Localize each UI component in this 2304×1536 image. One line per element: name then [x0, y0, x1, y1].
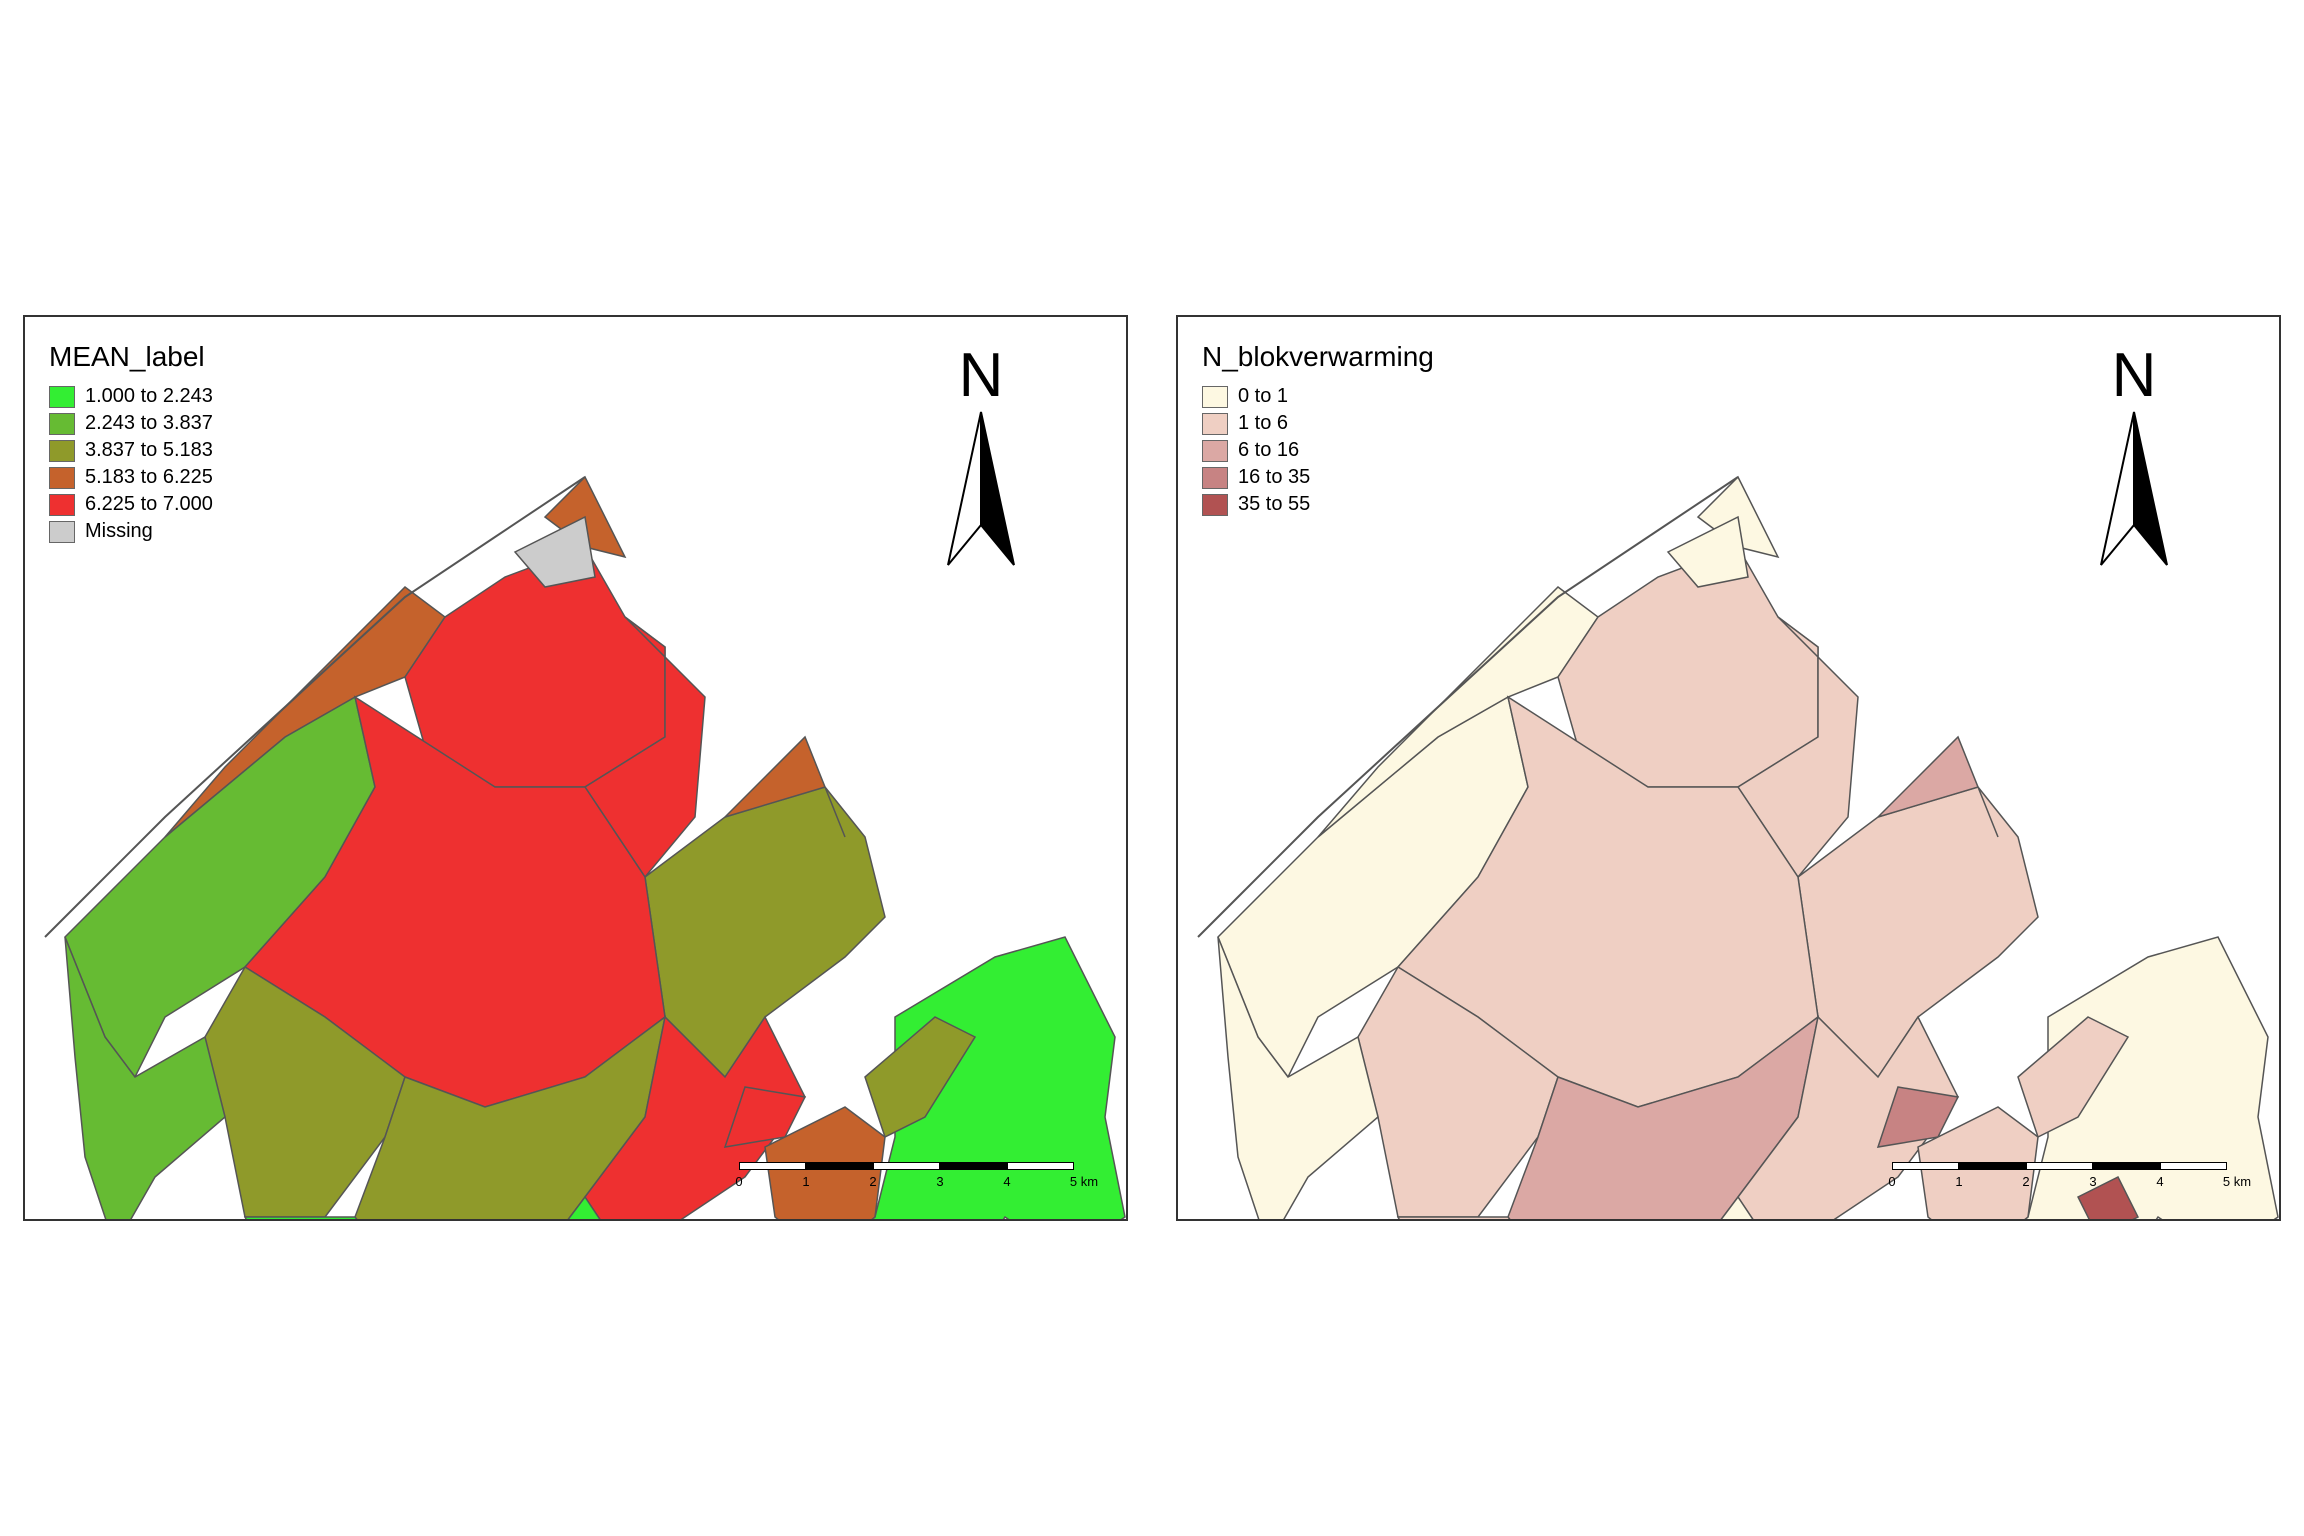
legend-swatch	[1202, 412, 1228, 435]
legend-item: 5.183 to 6.225	[49, 464, 213, 491]
region-east-district-main	[871, 936, 1126, 1219]
legend-label: 0 to 1	[1238, 385, 1289, 407]
legend-label: 1 to 6	[1238, 412, 1289, 434]
north-arrow: N	[2089, 345, 2179, 567]
region-east-arm	[724, 735, 846, 838]
scale-segment	[806, 1162, 873, 1170]
legend-item: 2.243 to 3.837	[49, 410, 213, 437]
region-southeast-green	[567, 1195, 601, 1219]
region-south-center	[1507, 1015, 1820, 1219]
region-south-west-tip	[1396, 1216, 1511, 1219]
region-north-small	[1666, 515, 1749, 588]
choropleth-map	[44, 475, 1126, 1219]
legend-swatch	[1202, 493, 1228, 516]
map-legend: MEAN_label 1.000 to 2.243 2.243 to 3.837…	[49, 341, 213, 545]
scale-tick: 0	[735, 1174, 743, 1189]
legend-item: Missing	[49, 518, 213, 545]
legend-label: 16 to 35	[1238, 466, 1311, 488]
legend-item: 6.225 to 7.000	[49, 491, 213, 518]
scale-segment	[2093, 1162, 2160, 1170]
scale-segment	[1959, 1162, 2026, 1170]
north-label: N	[2111, 341, 2157, 410]
legend-label: Missing	[85, 520, 153, 542]
scale-segment	[1007, 1162, 1074, 1170]
scale-segment	[2026, 1162, 2093, 1170]
legend-swatch	[49, 412, 75, 435]
scale-tick: 3	[936, 1174, 944, 1189]
scale-segment	[1892, 1162, 1959, 1170]
legend-swatch	[49, 493, 75, 516]
legend-label: 6 to 16	[1238, 439, 1300, 461]
scale-tick: 5 km	[1069, 1174, 1099, 1189]
scale-tick: 2	[869, 1174, 877, 1189]
region-east-district-olive	[864, 1016, 977, 1139]
scale-bar: 0 1 2 3 4 5 km	[1888, 1162, 2272, 1202]
map-panel-mean-label: MEAN_label 1.000 to 2.243 2.243 to 3.837…	[23, 315, 1128, 1221]
scale-bar: 0 1 2 3 4 5 km	[735, 1162, 1119, 1202]
region-southeast-green	[1720, 1195, 1754, 1219]
map-regions-east	[764, 936, 1126, 1219]
map-panel-n-blokverwarming: N_blokverwarming 0 to 1 1 to 6 6 to 16 1…	[1176, 315, 2281, 1221]
legend-item: 35 to 55	[1202, 491, 1434, 518]
legend-label: 3.837 to 5.183	[85, 439, 213, 461]
legend-item: 16 to 35	[1202, 464, 1434, 491]
north-arrow-icon	[2100, 411, 2168, 566]
scale-tick: 2	[2022, 1174, 2030, 1189]
region-east-district-main	[2024, 936, 2279, 1219]
legend-swatch	[1202, 385, 1228, 408]
legend-label: 35 to 55	[1238, 493, 1311, 515]
legend-swatch	[49, 385, 75, 408]
region-missing-north	[513, 515, 596, 588]
region-north	[1557, 546, 1819, 788]
legend-title: N_blokverwarming	[1202, 341, 1434, 372]
region-south-center	[354, 1015, 667, 1219]
scale-tick: 0	[1888, 1174, 1896, 1189]
north-arrow: N	[936, 345, 1026, 567]
choropleth-map	[1197, 475, 2279, 1219]
region-east-district-dark	[2076, 1175, 2140, 1219]
north-arrow-icon	[947, 411, 1015, 566]
coastline	[1197, 476, 1739, 938]
legend-swatch	[49, 466, 75, 489]
region-south-west-tip	[243, 1216, 358, 1219]
legend-item: 0 to 1	[1202, 383, 1434, 410]
scale-tick: 5 km	[2222, 1174, 2252, 1189]
scale-segment	[873, 1162, 940, 1170]
north-label: N	[958, 341, 1004, 410]
scale-tick: 1	[1955, 1174, 1963, 1189]
legend-item: 1 to 6	[1202, 410, 1434, 437]
scale-tick: 4	[2156, 1174, 2164, 1189]
legend-item: 3.837 to 5.183	[49, 437, 213, 464]
scale-tick: 1	[802, 1174, 810, 1189]
region-southwest	[1217, 936, 1379, 1219]
legend-label: 2.243 to 3.837	[85, 412, 213, 434]
legend-swatch	[49, 520, 75, 543]
map-legend: N_blokverwarming 0 to 1 1 to 6 6 to 16 1…	[1202, 341, 1434, 518]
legend-item: 6 to 16	[1202, 437, 1434, 464]
scale-segment	[940, 1162, 1007, 1170]
scale-tick: 4	[1003, 1174, 1011, 1189]
coastline	[44, 476, 586, 938]
legend-swatch	[1202, 439, 1228, 462]
region-east-district-olive	[2017, 1016, 2130, 1139]
legend-label: 6.225 to 7.000	[85, 493, 213, 515]
region-north	[404, 546, 666, 788]
map-regions	[1217, 475, 2039, 1219]
scale-tick: 3	[2089, 1174, 2097, 1189]
region-east-arm	[1877, 735, 1999, 838]
scale-segment	[739, 1162, 806, 1170]
legend-item: 1.000 to 2.243	[49, 383, 213, 410]
legend-swatch	[49, 439, 75, 462]
legend-title: MEAN_label	[49, 341, 205, 372]
legend-swatch	[1202, 466, 1228, 489]
scale-segment	[2160, 1162, 2227, 1170]
legend-label: 1.000 to 2.243	[85, 385, 213, 407]
map-regions	[64, 475, 886, 1219]
region-southwest	[64, 936, 226, 1219]
legend-label: 5.183 to 6.225	[85, 466, 213, 488]
